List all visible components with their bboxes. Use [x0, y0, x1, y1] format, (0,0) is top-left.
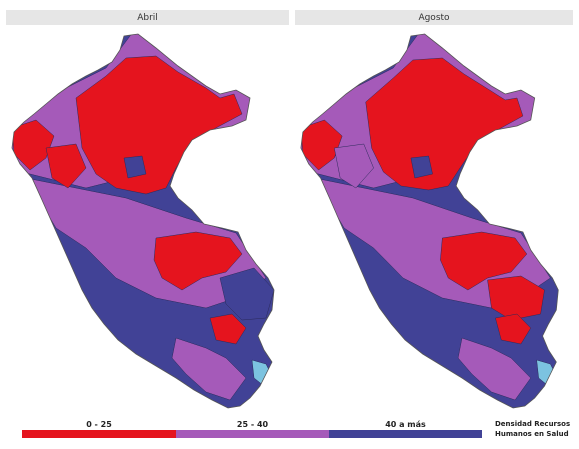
legend-item-40-a-mas: 40 a más — [329, 418, 482, 438]
legend-swatch — [329, 430, 482, 438]
region-se-blue — [219, 267, 274, 321]
legend-label: 25 - 40 — [236, 420, 269, 429]
region-central-red — [440, 231, 528, 291]
region-central-red — [153, 231, 243, 291]
legend-title-line1: Densidad Recursos — [495, 420, 571, 428]
region-se-red — [487, 275, 545, 321]
legend-swatch — [22, 430, 176, 438]
legend-swatch — [176, 430, 329, 438]
region-north-red — [365, 57, 524, 191]
legend-bar: 0 - 25 25 - 40 40 a más — [22, 418, 482, 438]
legend-title-line2: Humanos en Salud — [495, 430, 569, 438]
region-blue-patch — [410, 155, 433, 179]
region-nw-red2 — [334, 143, 374, 189]
panel-title-abril: Abril — [6, 10, 289, 25]
map-abril — [11, 33, 275, 409]
region-nw-red2 — [45, 143, 87, 189]
region-south-red — [209, 313, 247, 345]
region-north-red — [75, 55, 243, 195]
legend-item-25-40: 25 - 40 — [176, 418, 329, 438]
region-south-purple — [171, 337, 247, 401]
panel-title-agosto: Agosto — [295, 10, 573, 25]
country-outline — [300, 33, 559, 409]
region-south-red — [495, 313, 532, 345]
country-outline — [11, 33, 275, 409]
region-blue-patch — [123, 155, 147, 179]
legend-item-0-25: 0 - 25 — [22, 418, 176, 438]
region-south-purple — [457, 337, 532, 401]
legend-label: 40 a más — [385, 420, 426, 429]
legend-label: 0 - 25 — [86, 420, 112, 429]
map-agosto — [300, 33, 559, 409]
legend-title: Densidad Recursos Humanos en Salud — [495, 419, 575, 439]
